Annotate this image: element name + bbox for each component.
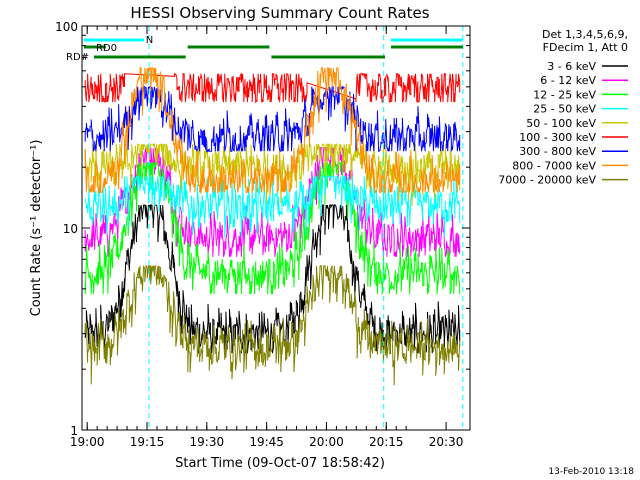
x-axis-label: Start Time (09-Oct-07 18:58:42)	[175, 456, 385, 471]
legend-label-2: 12 - 25 keV	[533, 88, 596, 101]
series-line-2	[84, 161, 461, 295]
x-tick-label-6: 20:30	[429, 435, 464, 449]
legend-label-5: 100 - 300 keV	[519, 131, 596, 144]
chart-title: HESSI Observing Summary Count Rates	[130, 4, 429, 22]
series-line-8	[84, 264, 461, 386]
y-tick-label-2: 100	[55, 20, 78, 34]
x-tick-label-3: 19:45	[249, 435, 284, 449]
x-tick-label-1: 19:15	[130, 435, 165, 449]
x-tick-label-0: 19:00	[70, 435, 105, 449]
legend-label-1: 6 - 12 keV	[540, 74, 596, 87]
y-axis-label: Count Rate (s⁻¹ detector⁻¹)	[29, 140, 44, 317]
y-tick-label-1: 10	[63, 222, 78, 236]
footer-date: 13-Feb-2010 13:18	[548, 467, 634, 477]
legend-label-4: 50 - 100 keV	[526, 117, 596, 130]
y-tick-label-0: 1	[70, 424, 78, 438]
series-line-5	[84, 72, 461, 104]
series-line-3	[84, 174, 461, 238]
x-tick-label-5: 20:15	[369, 435, 404, 449]
legend-label-7: 800 - 7000 keV	[512, 159, 596, 172]
legend-header-line-1: Det 1,3,4,5,6,9,	[542, 28, 628, 41]
series-line-4	[84, 142, 461, 207]
x-tick-label-4: 20:00	[309, 435, 344, 449]
legend-label-8: 7000 - 20000 keV	[498, 174, 596, 187]
series-line-7	[84, 67, 461, 195]
legend-header-line-2: FDecim 1, Att 0	[543, 41, 628, 54]
annotation-rd0: RD0	[96, 43, 117, 54]
legend-label-6: 300 - 800 keV	[519, 145, 596, 158]
annotation-n: N	[146, 35, 153, 46]
legend-label-3: 25 - 50 keV	[533, 103, 596, 116]
x-tick-label-2: 19:30	[190, 435, 225, 449]
legend-label-0: 3 - 6 keV	[547, 60, 596, 73]
annotation-rd: RD#	[66, 52, 89, 63]
series-line-6	[84, 85, 461, 153]
